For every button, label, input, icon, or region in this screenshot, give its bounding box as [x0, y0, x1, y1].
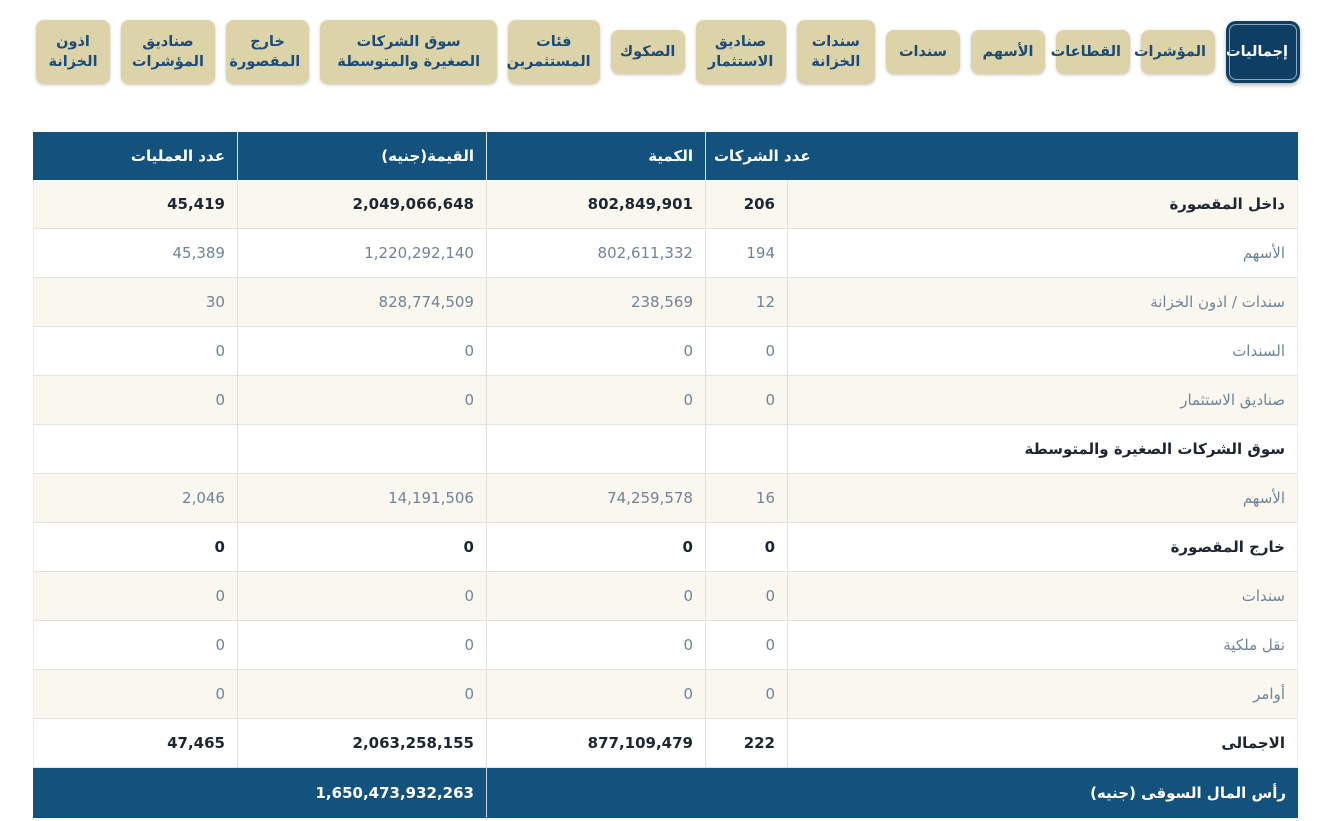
cell-companies: 0	[704, 621, 787, 670]
tab-smes-market[interactable]: سوق الشركات الصغيرة والمتوسطة	[320, 19, 498, 85]
row-label: الأسهم	[787, 474, 1298, 523]
cell-quantity: 802,849,901	[485, 180, 705, 229]
row-smes-stocks: الأسهم 16 74,259,578 14,191,506 2,046	[32, 474, 1298, 523]
cell-trades: 0	[32, 670, 237, 719]
row-otc: خارج المقصورة 0 0 0 0	[32, 523, 1298, 572]
market-cap-label: رأس المال السوقى (جنيه)	[485, 768, 1298, 818]
cell-companies: 12	[704, 278, 787, 327]
tab-stocks[interactable]: الأسهم	[971, 29, 1045, 75]
cell-value: 1,220,292,140	[236, 229, 486, 278]
tab-sukuk[interactable]: الصكوك	[610, 29, 685, 75]
cell-companies: 222	[704, 719, 787, 768]
row-label: سوق الشركات الصغيرة والمتوسطة	[787, 425, 1298, 474]
tab-etfs[interactable]: صناديق المؤشرات	[121, 19, 215, 85]
col-header-companies: عدد الشركات	[704, 132, 1298, 180]
cell-companies: 0	[704, 376, 787, 425]
cell-value: 828,774,509	[236, 278, 486, 327]
row-main-stocks: الأسهم 194 802,611,332 1,220,292,140 45,…	[32, 229, 1298, 278]
cell-quantity: 74,259,578	[485, 474, 705, 523]
cell-value	[236, 425, 486, 474]
cell-trades: 47,465	[32, 719, 237, 768]
cell-quantity: 877,109,479	[485, 719, 705, 768]
row-label: أوامر	[787, 670, 1298, 719]
cell-companies: 0	[704, 523, 787, 572]
cell-companies: 194	[704, 229, 787, 278]
cell-value: 0	[236, 327, 486, 376]
cell-quantity: 802,611,332	[485, 229, 705, 278]
cell-companies: 16	[704, 474, 787, 523]
cell-companies: 0	[704, 327, 787, 376]
tab-totals[interactable]: إجماليات	[1226, 20, 1300, 84]
col-header-value: القيمة(جنيه)	[236, 132, 486, 180]
cell-value: 0	[236, 670, 486, 719]
cell-quantity: 0	[485, 376, 705, 425]
tab-bonds[interactable]: سندات	[886, 29, 960, 75]
tab-treasury-bills[interactable]: اذون الخزانة	[36, 19, 110, 85]
table-header: عدد الشركات الكمية القيمة(جنيه) عدد العم…	[32, 132, 1298, 180]
cell-quantity: 238,569	[485, 278, 705, 327]
tab-indices[interactable]: المؤشرات	[1134, 29, 1215, 75]
cell-companies: 0	[704, 670, 787, 719]
row-market-cap: رأس المال السوقى (جنيه) 1,650,473,932,26…	[32, 768, 1298, 818]
cell-quantity	[485, 425, 705, 474]
cell-trades: 45,389	[32, 229, 237, 278]
row-label: صناديق الاستثمار	[787, 376, 1298, 425]
row-label: الاجمالى	[787, 719, 1298, 768]
cell-value: 2,049,066,648	[236, 180, 486, 229]
row-label: سندات / اذون الخزانة	[787, 278, 1298, 327]
cell-trades	[32, 425, 237, 474]
cell-trades: 0	[32, 327, 237, 376]
row-total: الاجمالى 222 877,109,479 2,063,258,155 4…	[32, 719, 1298, 768]
table-footer: رأس المال السوقى (جنيه) 1,650,473,932,26…	[32, 768, 1298, 818]
row-label: سندات	[787, 572, 1298, 621]
cell-quantity: 0	[485, 621, 705, 670]
row-orders: أوامر 0 0 0 0	[32, 670, 1298, 719]
tab-otc-market[interactable]: خارج المقصورة	[225, 19, 310, 85]
row-otc-bonds: سندات 0 0 0 0	[32, 572, 1298, 621]
cell-trades: 30	[32, 278, 237, 327]
row-label: الأسهم	[787, 229, 1298, 278]
totals-table: عدد الشركات الكمية القيمة(جنيه) عدد العم…	[32, 132, 1298, 818]
col-header-quantity: الكمية	[485, 132, 705, 180]
row-bonds: السندات 0 0 0 0	[32, 327, 1298, 376]
cell-quantity: 0	[485, 670, 705, 719]
totals-table-container: عدد الشركات الكمية القيمة(جنيه) عدد العم…	[32, 132, 1298, 818]
cell-trades: 2,046	[32, 474, 237, 523]
row-bonds-tbills: سندات / اذون الخزانة 12 238,569 828,774,…	[32, 278, 1298, 327]
cell-quantity: 0	[485, 523, 705, 572]
cell-value: 14,191,506	[236, 474, 486, 523]
cell-companies: 206	[704, 180, 787, 229]
row-label: نقل ملكية	[787, 621, 1298, 670]
row-smes-section: سوق الشركات الصغيرة والمتوسطة	[32, 425, 1298, 474]
tab-investor-types[interactable]: فئات المستثمرين	[507, 19, 600, 85]
cell-quantity: 0	[485, 327, 705, 376]
row-ownership-transfer: نقل ملكية 0 0 0 0	[32, 621, 1298, 670]
market-tabs: إجماليات المؤشرات القطاعات الأسهم سندات …	[36, 12, 1300, 92]
row-label: السندات	[787, 327, 1298, 376]
cell-value: 0	[236, 621, 486, 670]
cell-quantity: 0	[485, 572, 705, 621]
cell-value: 0	[236, 376, 486, 425]
cell-value: 0	[236, 523, 486, 572]
market-cap-value: 1,650,473,932,263	[32, 768, 486, 818]
cell-trades: 45,419	[32, 180, 237, 229]
row-label: خارج المقصورة	[787, 523, 1298, 572]
row-investment-funds: صناديق الاستثمار 0 0 0 0	[32, 376, 1298, 425]
cell-value: 0	[236, 572, 486, 621]
row-main-market: داخل المقصورة 206 802,849,901 2,049,066,…	[32, 180, 1298, 229]
cell-value: 2,063,258,155	[236, 719, 486, 768]
tab-sectors[interactable]: القطاعات	[1051, 29, 1130, 75]
cell-companies	[704, 425, 787, 474]
cell-companies: 0	[704, 572, 787, 621]
tab-investment-funds[interactable]: صناديق الاستثمار	[695, 19, 786, 85]
tab-treasury-bonds[interactable]: سندات الخزانة	[796, 19, 875, 85]
cell-trades: 0	[32, 376, 237, 425]
cell-trades: 0	[32, 621, 237, 670]
row-label: داخل المقصورة	[787, 180, 1298, 229]
cell-trades: 0	[32, 523, 237, 572]
col-header-trades: عدد العمليات	[32, 132, 237, 180]
cell-trades: 0	[32, 572, 237, 621]
